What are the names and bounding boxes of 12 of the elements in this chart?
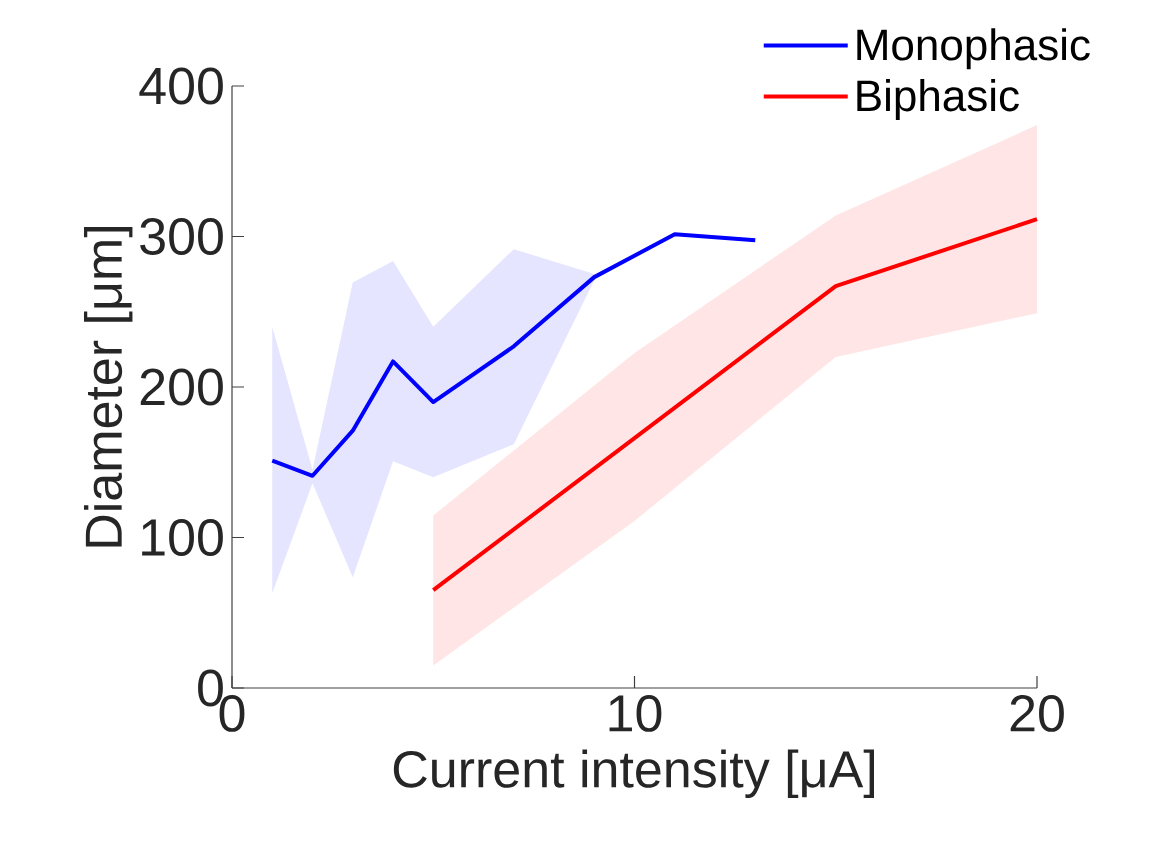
y-tick-label: 400: [139, 67, 223, 105]
line-series: [270, 232, 758, 478]
y-tick-label: 300: [140, 218, 223, 255]
line-series: [431, 217, 1039, 593]
y-axis-title: Diameter [μm]: [83, 227, 133, 547]
y-tick-label: 200: [140, 368, 223, 406]
legend-label: Monophasic: [857, 28, 1090, 70]
x-tick-label: 10: [609, 695, 662, 732]
x-axis-title: Current intensity [μA]: [393, 749, 874, 799]
legend-label: Biphasic: [857, 79, 1019, 121]
x-tick-label: 20: [1010, 695, 1064, 732]
y-tick-label: 100: [142, 519, 223, 556]
